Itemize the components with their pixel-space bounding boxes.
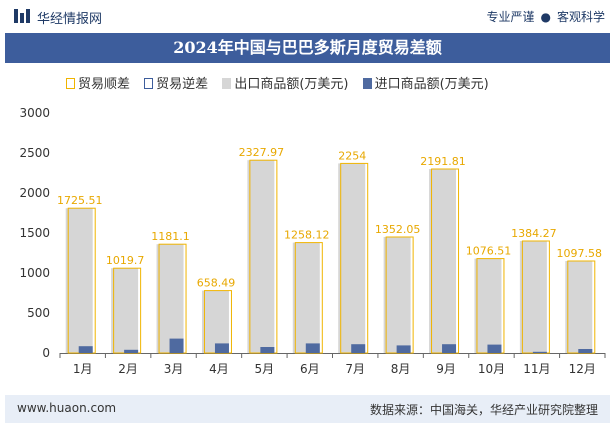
y-tick-label: 0: [42, 346, 50, 360]
y-tick-label: 2500: [19, 146, 50, 160]
x-tick-label: 2月: [118, 362, 138, 376]
surplus-value-label: 2327.97: [239, 146, 285, 159]
x-tick-label: 1月: [73, 362, 93, 376]
import-bar: [305, 343, 320, 353]
title-bar: 2024年中国与巴巴多斯月度贸易差额: [5, 33, 610, 63]
export-bar: [565, 261, 593, 353]
tagline: 专业严谨 ● 客观科学: [486, 8, 605, 25]
legend-item-export: 出口商品额(万美元): [222, 73, 348, 92]
export-bar: [201, 290, 229, 353]
x-tick-label: 12月: [569, 362, 596, 376]
x-tick-label: 9月: [436, 362, 456, 376]
surplus-value-label: 1019.7: [106, 254, 145, 267]
export-bar: [156, 244, 184, 353]
legend-swatch-deficit: [144, 78, 154, 89]
legend-item-surplus: 贸易顺差: [66, 73, 130, 92]
x-tick-label: 5月: [255, 362, 275, 376]
legend-item-deficit: 贸易逆差: [144, 73, 208, 92]
legend-swatch-import: [362, 78, 372, 89]
surplus-value-label: 1725.51: [57, 194, 103, 207]
legend-label-surplus: 贸易顺差: [78, 77, 131, 92]
surplus-value-label: 1258.12: [284, 229, 330, 242]
separator-dot-icon: ●: [540, 10, 551, 24]
top-bar: 华经情报网 专业严谨 ● 客观科学: [0, 0, 615, 32]
x-tick-label: 11月: [523, 362, 550, 376]
y-tick-label: 3000: [19, 106, 50, 120]
y-tick-label: 2000: [19, 186, 50, 200]
chart-title: 2024年中国与巴巴多斯月度贸易差额: [173, 38, 442, 57]
legend-item-import: 进口商品额(万美元): [362, 73, 489, 92]
x-tick-label: 10月: [478, 362, 505, 376]
export-bar: [519, 241, 547, 353]
import-bar: [396, 345, 411, 353]
footer-source: 数据来源：中国海关，华经产业研究院整理: [369, 403, 598, 417]
surplus-value-label: 1076.51: [466, 245, 512, 258]
import-bar: [532, 351, 547, 353]
surplus-value-label: 658.49: [197, 277, 236, 290]
tagline-right: 客观科学: [556, 10, 605, 24]
legend-label-deficit: 贸易逆差: [156, 77, 209, 92]
surplus-value-label: 1097.58: [557, 247, 603, 260]
x-tick-label: 3月: [164, 362, 184, 376]
legend-swatch-surplus: [66, 78, 75, 89]
legend-swatch-export: [222, 78, 232, 89]
import-bar: [214, 343, 229, 353]
y-tick-label: 500: [27, 306, 50, 320]
import-bar: [124, 349, 139, 353]
brand-name: 华经情报网: [37, 12, 103, 27]
chart-area: 0 500 1000 1500 2000 2500 3000 1725.51 1月 1019.7 2…: [19, 106, 606, 376]
export-bar: [247, 160, 275, 353]
import-bar: [169, 338, 184, 353]
import-bar: [487, 344, 502, 353]
huajing-logo-icon: [14, 9, 30, 23]
export-bar: [65, 208, 93, 353]
x-tick-label: 4月: [209, 362, 229, 376]
y-tick-label: 1000: [19, 266, 50, 280]
export-bar: [338, 163, 366, 353]
import-bar: [260, 347, 275, 353]
surplus-value-label: 2254: [338, 149, 366, 162]
surplus-value-label: 1352.05: [375, 223, 421, 236]
export-bar: [111, 268, 139, 353]
surplus-value-label: 1181.1: [151, 230, 190, 243]
y-tick-label: 1500: [19, 226, 50, 240]
export-bar: [292, 242, 320, 353]
x-tick-label: 7月: [345, 362, 365, 376]
surplus-value-label: 1384.27: [511, 227, 557, 240]
export-bar: [383, 237, 411, 353]
import-bar: [78, 346, 93, 353]
legend-label-export: 出口商品额(万美元): [234, 77, 349, 92]
x-tick-label: 6月: [300, 362, 320, 376]
legend: 贸易顺差 贸易逆差 出口商品额(万美元) 进口商品额(万美元): [66, 73, 499, 92]
export-bar: [474, 258, 502, 353]
tagline-left: 专业严谨: [486, 10, 535, 24]
import-bar: [442, 344, 457, 353]
footer-website[interactable]: www.huaon.com: [17, 401, 117, 415]
surplus-value-label: 2191.81: [420, 155, 466, 168]
footer: www.huaon.com 数据来源：中国海关，华经产业研究院整理: [5, 395, 610, 423]
x-tick-label: 8月: [391, 362, 411, 376]
legend-label-import: 进口商品额(万美元): [374, 77, 489, 92]
import-bar: [578, 349, 593, 353]
export-bar: [429, 169, 457, 353]
import-bar: [351, 344, 366, 353]
